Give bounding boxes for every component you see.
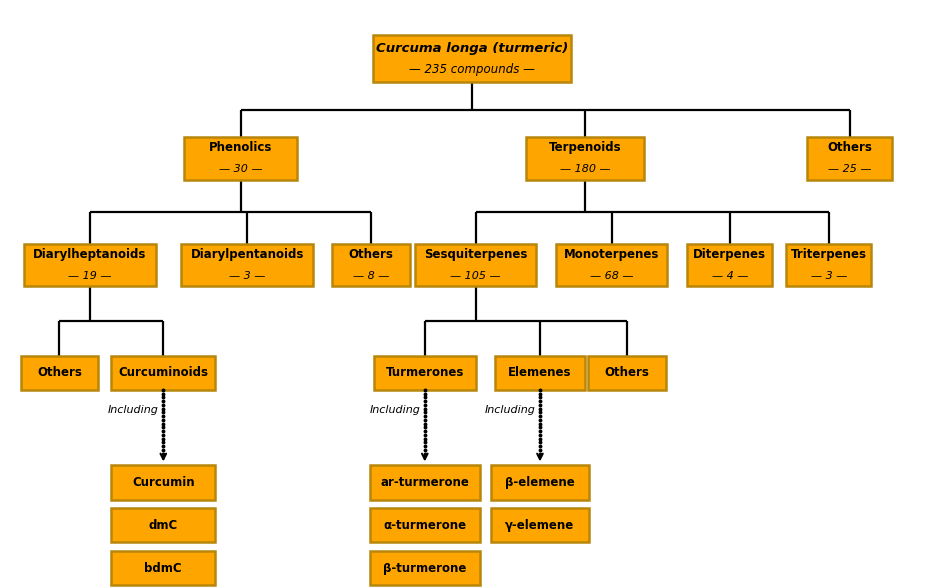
- FancyBboxPatch shape: [495, 356, 585, 390]
- FancyBboxPatch shape: [370, 465, 480, 500]
- FancyBboxPatch shape: [556, 244, 667, 286]
- Text: Phenolics: Phenolics: [209, 141, 273, 154]
- Text: Curcumin: Curcumin: [132, 476, 194, 489]
- Text: Others: Others: [37, 366, 82, 379]
- FancyBboxPatch shape: [370, 508, 480, 542]
- Text: ar-turmerone: ar-turmerone: [380, 476, 469, 489]
- FancyBboxPatch shape: [111, 551, 215, 585]
- Text: dmC: dmC: [149, 519, 177, 532]
- Text: Monoterpenes: Monoterpenes: [564, 248, 660, 261]
- FancyBboxPatch shape: [373, 35, 571, 82]
- Text: Sesquiterpenes: Sesquiterpenes: [424, 248, 528, 261]
- Text: Elemenes: Elemenes: [508, 366, 572, 379]
- FancyBboxPatch shape: [491, 465, 589, 500]
- Text: Curcuma longa (turmeric): Curcuma longa (turmeric): [376, 42, 568, 55]
- Text: — 30 —: — 30 —: [219, 164, 262, 174]
- Text: Including: Including: [484, 405, 535, 415]
- FancyBboxPatch shape: [370, 551, 480, 585]
- Text: Others: Others: [604, 366, 649, 379]
- Text: Curcuminoids: Curcuminoids: [118, 366, 209, 379]
- Text: bdmC: bdmC: [144, 562, 182, 575]
- Text: — 68 —: — 68 —: [590, 271, 633, 281]
- FancyBboxPatch shape: [527, 137, 644, 180]
- Text: Diterpenes: Diterpenes: [693, 248, 767, 261]
- Text: β-turmerone: β-turmerone: [383, 562, 466, 575]
- FancyBboxPatch shape: [111, 508, 215, 542]
- Text: β-elemene: β-elemene: [505, 476, 575, 489]
- Text: Terpenoids: Terpenoids: [549, 141, 621, 154]
- Text: Including: Including: [369, 405, 420, 415]
- FancyBboxPatch shape: [588, 356, 666, 390]
- Text: Triterpenes: Triterpenes: [791, 248, 867, 261]
- FancyBboxPatch shape: [111, 356, 215, 390]
- Text: Including: Including: [108, 405, 159, 415]
- Text: — 3 —: — 3 —: [811, 271, 847, 281]
- Text: — 25 —: — 25 —: [828, 164, 871, 174]
- Text: Others: Others: [827, 141, 872, 154]
- FancyBboxPatch shape: [807, 137, 892, 180]
- Text: — 235 compounds —: — 235 compounds —: [409, 63, 535, 76]
- Text: Diarylheptanoids: Diarylheptanoids: [33, 248, 146, 261]
- Text: Turmerones: Turmerones: [385, 366, 464, 379]
- FancyBboxPatch shape: [21, 356, 98, 390]
- FancyBboxPatch shape: [181, 244, 313, 286]
- Text: — 180 —: — 180 —: [560, 164, 611, 174]
- Text: Diarylpentanoids: Diarylpentanoids: [191, 248, 304, 261]
- Text: γ-elemene: γ-elemene: [505, 519, 575, 532]
- Text: Others: Others: [348, 248, 394, 261]
- FancyBboxPatch shape: [786, 244, 871, 286]
- FancyBboxPatch shape: [332, 244, 410, 286]
- FancyBboxPatch shape: [491, 508, 589, 542]
- FancyBboxPatch shape: [415, 244, 536, 286]
- FancyBboxPatch shape: [374, 356, 476, 390]
- Text: — 19 —: — 19 —: [68, 271, 111, 281]
- FancyBboxPatch shape: [184, 137, 297, 180]
- Text: — 4 —: — 4 —: [712, 271, 748, 281]
- FancyBboxPatch shape: [111, 465, 215, 500]
- FancyBboxPatch shape: [24, 244, 156, 286]
- Text: — 105 —: — 105 —: [450, 271, 501, 281]
- Text: — 8 —: — 8 —: [353, 271, 389, 281]
- Text: α-turmerone: α-turmerone: [383, 519, 466, 532]
- Text: — 3 —: — 3 —: [229, 271, 265, 281]
- FancyBboxPatch shape: [687, 244, 772, 286]
